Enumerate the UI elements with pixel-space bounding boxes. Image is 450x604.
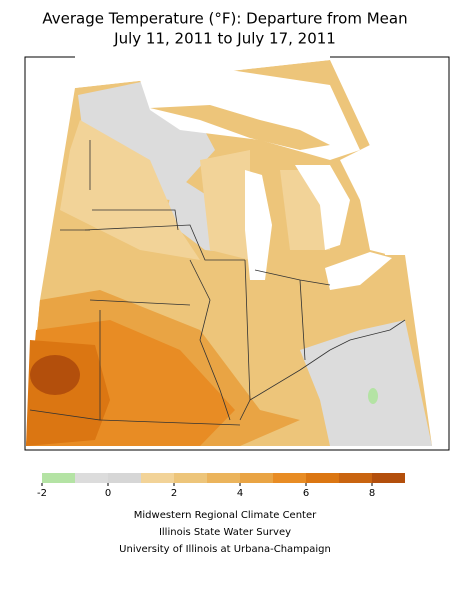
tick-label: 8: [369, 488, 375, 499]
legend-bin: [174, 473, 207, 483]
legend-bin: [108, 473, 141, 483]
tick-label: 2: [171, 488, 177, 499]
tick-label: 0: [105, 488, 111, 499]
colorbar: -2 0 2 4 6 8: [37, 473, 405, 499]
legend-bin: [207, 473, 240, 483]
legend-bin: [141, 473, 174, 483]
legend-bin: [306, 473, 339, 483]
credit: Midwestern Regional Climate Center: [134, 510, 317, 521]
legend-bin: [75, 473, 108, 483]
credit: University of Illinois at Urbana-Champai…: [119, 544, 331, 555]
credit: Illinois State Water Survey: [159, 527, 291, 538]
legend-bin: [240, 473, 273, 483]
tick-label: 6: [303, 488, 309, 499]
title: Average Temperature (°F): Departure from…: [42, 10, 407, 28]
legend-bin: [372, 473, 405, 483]
tick-label: 4: [237, 488, 243, 499]
legend-bin: [339, 473, 372, 483]
map: [24, 56, 450, 451]
tick-label: -2: [37, 488, 47, 499]
legend-bin: [42, 473, 75, 483]
legend-bin: [273, 473, 306, 483]
subtitle: July 11, 2011 to July 17, 2011: [113, 30, 336, 48]
